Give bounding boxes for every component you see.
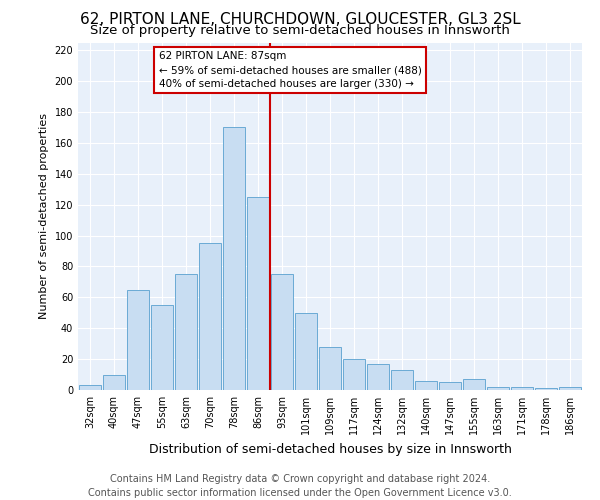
Bar: [367, 364, 389, 390]
Bar: [127, 290, 149, 390]
X-axis label: Distribution of semi-detached houses by size in Innsworth: Distribution of semi-detached houses by …: [149, 442, 511, 456]
Bar: [511, 387, 533, 390]
Text: 62 PIRTON LANE: 87sqm
← 59% of semi-detached houses are smaller (488)
40% of sem: 62 PIRTON LANE: 87sqm ← 59% of semi-deta…: [158, 51, 422, 89]
Bar: [319, 347, 341, 390]
Bar: [391, 370, 413, 390]
Y-axis label: Number of semi-detached properties: Number of semi-detached properties: [39, 114, 49, 320]
Bar: [463, 379, 485, 390]
Bar: [271, 274, 293, 390]
Bar: [343, 359, 365, 390]
Bar: [223, 128, 245, 390]
Text: Contains HM Land Registry data © Crown copyright and database right 2024.
Contai: Contains HM Land Registry data © Crown c…: [88, 474, 512, 498]
Bar: [79, 386, 101, 390]
Bar: [247, 197, 269, 390]
Bar: [103, 374, 125, 390]
Bar: [175, 274, 197, 390]
Bar: [295, 313, 317, 390]
Bar: [415, 380, 437, 390]
Bar: [199, 244, 221, 390]
Bar: [487, 387, 509, 390]
Text: 62, PIRTON LANE, CHURCHDOWN, GLOUCESTER, GL3 2SL: 62, PIRTON LANE, CHURCHDOWN, GLOUCESTER,…: [80, 12, 520, 28]
Bar: [559, 387, 581, 390]
Bar: [151, 305, 173, 390]
Bar: [535, 388, 557, 390]
Text: Size of property relative to semi-detached houses in Innsworth: Size of property relative to semi-detach…: [90, 24, 510, 37]
Bar: [439, 382, 461, 390]
